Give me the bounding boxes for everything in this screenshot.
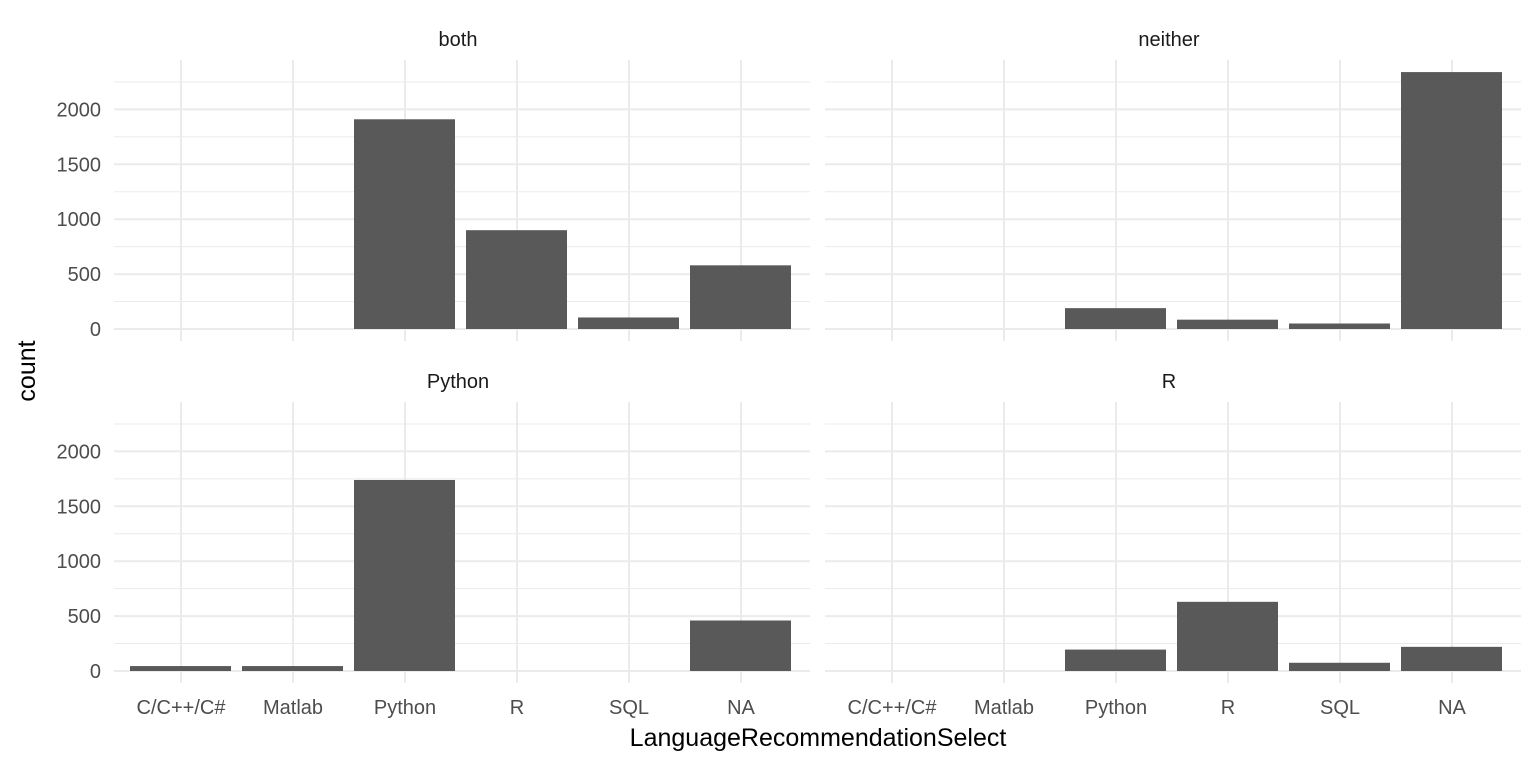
bar	[466, 230, 567, 329]
y-tick-label: 1000	[57, 209, 102, 231]
facet-strip-label: Python	[427, 371, 489, 393]
facet-panel: R	[825, 371, 1521, 683]
y-axis-title: count	[13, 340, 41, 401]
y-axis-ticks: 0 500 1000 1500 2000 0 500 1000 1500 2000	[57, 99, 102, 683]
y-tick-label: 1000	[57, 551, 102, 573]
y-tick-label: 500	[68, 606, 101, 628]
y-tick-label: 0	[90, 661, 101, 683]
facet-panel: neither	[825, 29, 1521, 341]
x-tick-label: NA	[1438, 697, 1466, 719]
x-tick-label: R	[510, 697, 524, 719]
facet-strip-label: neither	[1138, 29, 1199, 51]
bar	[1401, 646, 1502, 671]
y-tick-label: 1500	[57, 496, 102, 518]
bar	[1177, 319, 1278, 329]
bar	[354, 119, 455, 329]
y-tick-label: 2000	[57, 441, 102, 463]
facet-strip-label: both	[439, 29, 478, 51]
bar	[690, 620, 791, 671]
bar	[1177, 601, 1278, 671]
bar	[578, 317, 679, 329]
panels-layer: both neither Python R	[114, 29, 1521, 683]
x-axis-title: LanguageRecommendationSelect	[630, 724, 1007, 752]
y-tick-label: 2000	[57, 99, 102, 121]
x-tick-label: Python	[374, 697, 436, 719]
y-tick-label: 1500	[57, 154, 102, 176]
bar	[1289, 662, 1390, 671]
x-tick-label: Matlab	[974, 697, 1034, 719]
y-tick-label: 0	[90, 319, 101, 341]
x-tick-label: C/C++/C#	[137, 697, 227, 719]
facet-strip-label: R	[1162, 371, 1176, 393]
bar	[1065, 308, 1166, 329]
bar	[242, 666, 343, 671]
x-tick-label: SQL	[1320, 697, 1360, 719]
x-tick-label: Matlab	[263, 697, 323, 719]
bar	[130, 666, 231, 671]
x-tick-label: R	[1221, 697, 1235, 719]
x-tick-label: NA	[727, 697, 755, 719]
facet-panel: both	[114, 29, 810, 341]
x-axis-ticks: C/C++/C# Matlab Python R SQL NA C/C++/C# Matlab…	[137, 697, 1467, 719]
facet-panel: Python	[114, 371, 810, 683]
bar	[1401, 72, 1502, 330]
bar	[354, 479, 455, 671]
bar	[690, 265, 791, 329]
bar	[1065, 649, 1166, 671]
x-tick-label: Python	[1085, 697, 1147, 719]
x-tick-label: SQL	[609, 697, 649, 719]
bar	[1289, 323, 1390, 329]
x-tick-label: C/C++/C#	[848, 697, 938, 719]
y-tick-label: 500	[68, 264, 101, 286]
